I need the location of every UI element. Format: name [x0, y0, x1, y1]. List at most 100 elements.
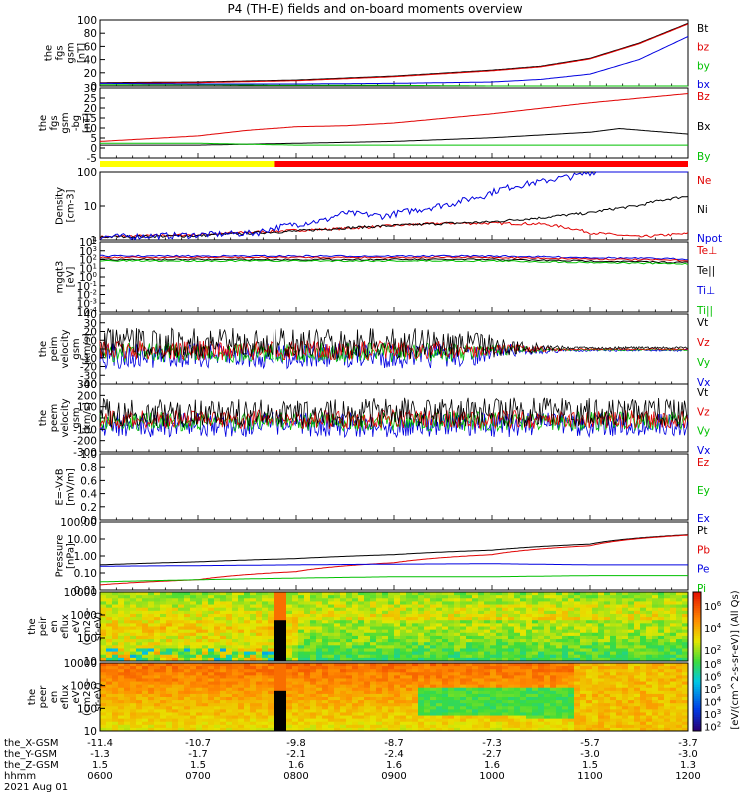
peir_spec-cell	[190, 632, 197, 637]
peer_spec-cell	[586, 712, 593, 717]
peer_spec-cell	[358, 721, 365, 726]
peer_spec-cell	[496, 690, 503, 695]
peir_spec-cell	[388, 648, 395, 653]
peer_spec-cell	[172, 675, 179, 679]
peer_spec-cell	[208, 706, 215, 710]
peer_spec-cell	[454, 675, 461, 679]
temperature-frame	[99, 241, 689, 313]
peir_spec-cell	[226, 610, 233, 615]
peir_spec-cell	[460, 629, 467, 634]
peir_spec-cell	[538, 639, 545, 643]
peir_spec-cell	[310, 635, 317, 640]
peir_spec-cell	[364, 635, 371, 640]
peir_spec-cell	[496, 639, 503, 643]
peer_spec-cell	[304, 700, 311, 704]
peer_spec-cell	[244, 715, 251, 720]
peer_spec-cell	[214, 672, 221, 676]
peir_spec-cell	[178, 632, 185, 637]
peer_spec-cell	[502, 690, 509, 695]
peir_spec-cell	[652, 626, 659, 631]
orbit-Z-value: 1.5	[190, 760, 206, 771]
peer_spec-cell	[172, 703, 179, 707]
peir_spec-cell	[298, 595, 305, 599]
peer_spec-cell	[322, 703, 329, 707]
peer_spec-cell	[322, 690, 329, 695]
peir_spec-cell	[334, 601, 341, 606]
peer_spec-cell	[604, 709, 611, 713]
peer_spec-cell	[400, 724, 407, 729]
peer_spec-cell	[664, 684, 671, 689]
peir_spec-cell	[502, 607, 509, 612]
peer_spec-cell	[310, 678, 317, 683]
peer_spec-cell	[622, 715, 629, 720]
peir_spec-cell	[400, 645, 407, 649]
peer_spec-cell	[346, 712, 353, 717]
orbit-X-value: -3.7	[678, 738, 698, 749]
peer_spec-cell	[562, 712, 569, 717]
orbit-row-label: the_X-GSM	[4, 738, 58, 749]
peer_spec-cell	[394, 721, 401, 726]
peer_spec-cell	[226, 718, 233, 723]
peir_spec-cell	[430, 639, 437, 643]
peer_spec-cell	[550, 687, 557, 692]
peir_spec-cell	[334, 648, 341, 653]
peir_spec-cell	[640, 651, 647, 656]
peir_spec-cell	[172, 595, 179, 599]
peer_spec-cell	[670, 681, 677, 686]
peer_spec-cell	[586, 693, 593, 698]
peim_velocity-ytick-label: 0	[90, 344, 97, 356]
peir_spec-cell	[670, 629, 677, 634]
peir_spec-cell	[184, 613, 191, 618]
peer_spec-cell	[142, 712, 149, 717]
fgs_mag-ytick-label: 40	[84, 55, 97, 67]
peer_spec-cell	[454, 724, 461, 729]
peir_spec-cell	[436, 607, 443, 612]
peir_spec-cell	[448, 601, 455, 606]
peir_spec-cell	[196, 604, 203, 609]
peer_spec-cell	[286, 687, 293, 692]
peir_spec-cell	[190, 601, 197, 606]
peir_spec-cell	[196, 623, 203, 627]
peer_spec-cell	[514, 715, 521, 720]
peer_spec-cell	[112, 675, 119, 679]
peir_spec-cell	[580, 626, 587, 631]
peer_spec-cell	[376, 693, 383, 698]
peir_spec-cell	[430, 626, 437, 631]
peer_spec-cell	[484, 663, 491, 667]
peir_spec-cell	[436, 620, 443, 624]
peer_spec-cell	[406, 693, 413, 698]
peir_spec-cell	[664, 651, 671, 656]
peer_spec-cell	[328, 684, 335, 689]
colorbar-bottom-tick: 108	[704, 658, 721, 671]
peer_spec-cell	[316, 663, 323, 667]
peir_spec-cell	[394, 607, 401, 612]
peer_spec-cell	[442, 706, 449, 710]
peer_spec-cell	[586, 669, 593, 673]
peem_velocity-legend-Vx: Vx	[697, 445, 710, 457]
peer_spec-cell	[226, 678, 233, 683]
peir_spec-cell	[556, 604, 563, 609]
peir_spec-cell	[130, 592, 137, 596]
peir_spec-cell	[232, 642, 239, 646]
peir_spec-cell	[208, 610, 215, 615]
peer_spec-cell	[532, 681, 539, 686]
peir_spec-cell	[562, 592, 569, 596]
peir_spec-cell	[556, 642, 563, 646]
peer_spec-cell	[352, 709, 359, 713]
peer_spec-cell	[556, 687, 563, 692]
peir_spec-cell	[490, 617, 497, 621]
peer_spec-cell	[376, 678, 383, 683]
peir_spec-cell	[286, 613, 293, 618]
peir_spec-cell	[154, 613, 161, 618]
peer_spec-cell	[262, 663, 269, 667]
peer_spec-cell	[520, 672, 527, 676]
peir_spec-cell	[280, 642, 287, 646]
peir_spec-cell	[484, 601, 491, 606]
peir_spec-cell	[490, 651, 497, 656]
peer_spec-cell	[478, 675, 485, 679]
peir_spec-cell	[322, 648, 329, 653]
peer_spec-cell	[658, 706, 665, 710]
peer_spec-cell	[334, 715, 341, 720]
peir_spec-cell	[268, 632, 275, 637]
peer_spec-cell	[430, 712, 437, 717]
